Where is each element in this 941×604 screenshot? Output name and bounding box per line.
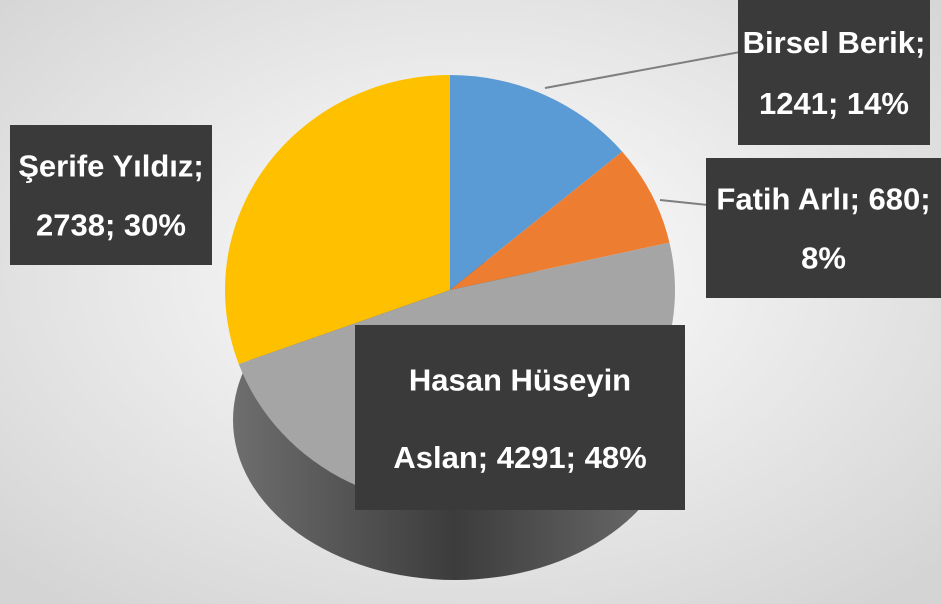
- data-label: Aslan; 4291; 48%: [393, 440, 646, 475]
- data-label-box: [10, 125, 212, 265]
- data-label-box: [706, 158, 941, 298]
- pie-slice: [450, 75, 623, 290]
- pie-slice: [450, 151, 670, 290]
- data-label: 1241; 14%: [759, 86, 909, 121]
- data-label: Birsel Berik;: [743, 25, 926, 60]
- data-label: 8%: [801, 240, 846, 275]
- data-label: Şerife Yıldız;: [18, 149, 204, 184]
- data-label-box: [355, 325, 685, 510]
- data-label-box: [738, 0, 930, 145]
- leader-line: [544, 51, 741, 89]
- data-label: 2738; 30%: [36, 207, 186, 242]
- data-label: Fatih Arlı; 680;: [716, 182, 930, 217]
- data-label: Hasan Hüseyin: [409, 363, 631, 398]
- pie-slice: [224, 75, 450, 364]
- leader-line: [659, 199, 709, 206]
